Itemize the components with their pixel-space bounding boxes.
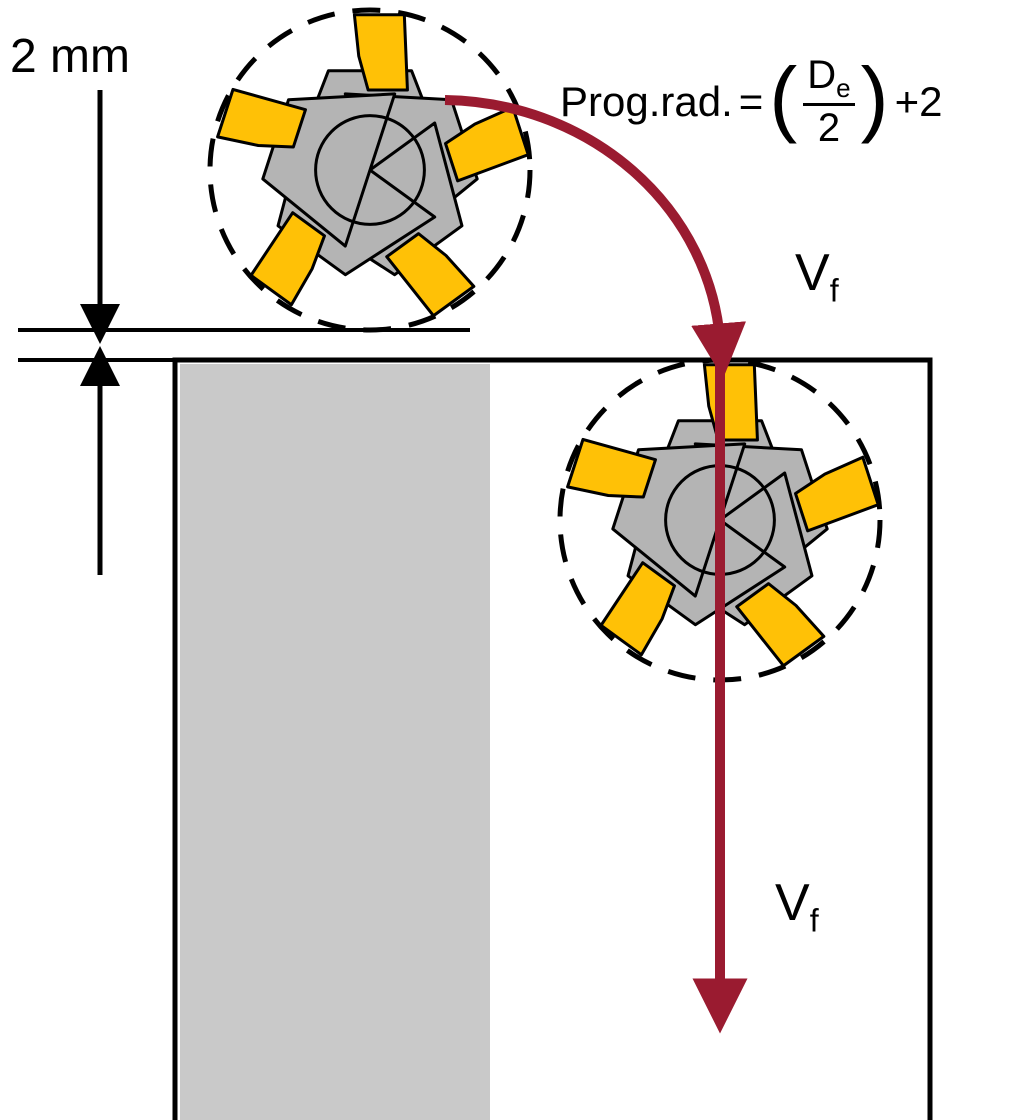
fraction-num: D: [807, 53, 836, 97]
cutter-insert: [568, 439, 656, 497]
cutter-insert: [601, 563, 674, 655]
paren-close: ): [861, 72, 889, 122]
fraction-num-sub: e: [836, 73, 850, 103]
formula-eq: =: [739, 78, 764, 126]
formula-prefix: Prog.rad.: [560, 78, 733, 126]
paren-open: (: [769, 72, 797, 122]
diagram-canvas: 2 mm Vf Vf: [0, 0, 1024, 1120]
cutter-insert: [218, 89, 306, 147]
vf-label: Vf: [795, 244, 839, 308]
cutter-insert: [251, 213, 324, 305]
fraction-den: 2: [803, 103, 854, 148]
fraction: De 2: [803, 55, 854, 148]
milling-cutter: [210, 10, 530, 330]
formula-prog-rad: Prog.rad. = ( De 2 ) +2: [560, 55, 943, 148]
dim-label: 2 mm: [10, 30, 130, 83]
formula-suffix: +2: [895, 78, 943, 126]
vf-label: Vf: [775, 874, 819, 938]
machined-material: [180, 364, 490, 1120]
